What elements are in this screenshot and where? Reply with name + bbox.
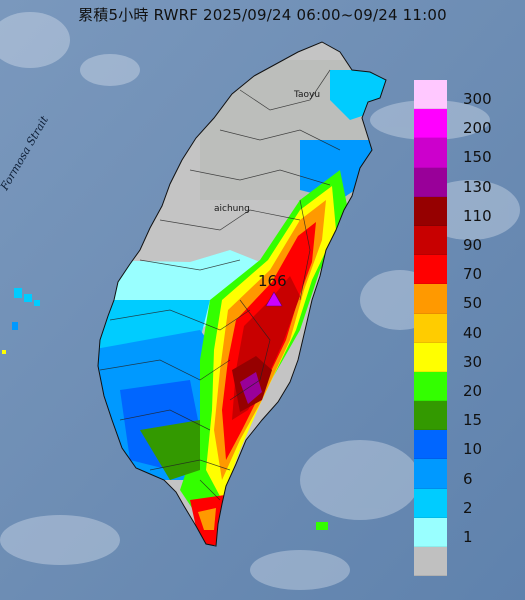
legend-label: 20 — [463, 382, 483, 400]
legend-label: 40 — [463, 323, 483, 342]
legend-swatch — [414, 547, 447, 577]
legend-label: 10 — [463, 440, 483, 459]
legend-label: 150 — [463, 148, 492, 167]
peak-marker-icon — [265, 291, 283, 307]
legend-swatch — [414, 138, 447, 168]
legend-label: 130 — [463, 177, 492, 196]
legend-swatch — [414, 284, 447, 314]
legend-swatch — [414, 196, 447, 226]
color-legend — [414, 80, 447, 577]
legend-label: 90 — [463, 236, 483, 254]
legend-swatch — [414, 517, 447, 547]
legend-label: 50 — [463, 294, 483, 313]
legend-swatch — [414, 430, 447, 460]
legend-swatch — [414, 255, 447, 285]
legend-swatch — [414, 109, 447, 139]
offshore-rain — [2, 288, 328, 530]
legend-swatch — [414, 225, 447, 256]
city-label-taoyuan: Taoyu — [294, 90, 321, 100]
taiwan-outline — [97, 41, 387, 547]
legend-label: 2 — [463, 498, 473, 517]
legend-label: 15 — [463, 411, 483, 430]
legend-swatch — [414, 167, 447, 197]
city-label-taichung: aichung — [214, 204, 250, 214]
legend-swatch — [414, 459, 447, 489]
map-title: 累積5小時 RWRF 2025/09/24 06:00~09/24 11:00 — [78, 6, 447, 24]
legend-label: 1 — [463, 528, 473, 546]
legend-label: 200 — [463, 119, 492, 138]
legend-label: 300 — [463, 90, 492, 108]
legend-swatch — [414, 401, 447, 431]
legend-label: 30 — [463, 352, 483, 371]
legend-swatch — [414, 80, 447, 110]
legend-label: 110 — [463, 206, 492, 225]
legend-swatch — [414, 313, 447, 343]
legend-swatch — [414, 371, 447, 402]
legend-label: 6 — [463, 469, 473, 488]
legend-label: 70 — [463, 265, 483, 284]
legend-swatch — [414, 488, 447, 518]
peak-value: 166 — [258, 272, 287, 290]
legend-swatch — [414, 342, 447, 372]
